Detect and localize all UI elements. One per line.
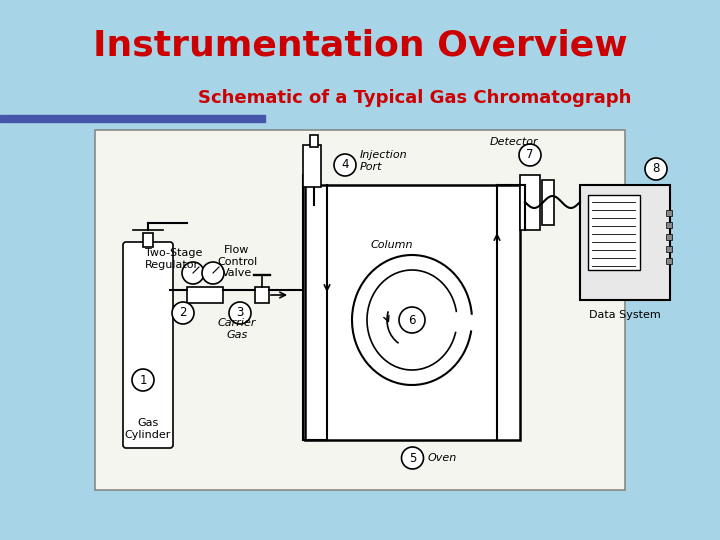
Circle shape [399,307,425,333]
Bar [580,185,670,300]
Bar [666,210,672,216]
Text: 7: 7 [526,148,534,161]
Bar [666,222,672,228]
Text: 4: 4 [341,159,348,172]
Text: Instrumentation Overview: Instrumentation Overview [93,28,627,62]
Bar [666,258,672,264]
Bar [143,233,153,247]
Text: Data System: Data System [589,310,661,320]
Text: Oven: Oven [428,453,456,463]
Text: Detector: Detector [490,137,539,147]
Text: Injection
Port: Injection Port [360,150,408,172]
Circle shape [172,302,194,324]
Bar [666,246,672,252]
Text: 8: 8 [652,163,660,176]
Text: 6: 6 [408,314,415,327]
Circle shape [229,302,251,324]
Circle shape [519,144,541,166]
Bar [542,180,554,225]
Bar [666,234,672,240]
Bar [95,130,625,490]
Bar [520,175,540,230]
Bar [310,135,318,147]
Text: Column: Column [371,240,413,250]
Circle shape [402,447,423,469]
Circle shape [334,154,356,176]
Text: Schematic of a Typical Gas Chromatograph: Schematic of a Typical Gas Chromatograph [198,89,631,107]
Circle shape [202,262,224,284]
Bar [0,115,265,122]
Text: 2: 2 [179,307,186,320]
FancyBboxPatch shape [123,242,173,448]
Text: 3: 3 [236,307,243,320]
Text: Flow
Control
Valve: Flow Control Valve [217,245,257,278]
Text: Carrier
Gas: Carrier Gas [217,318,256,340]
Text: 5: 5 [409,451,416,464]
Bar [255,287,269,303]
Circle shape [182,262,204,284]
Circle shape [132,369,154,391]
Bar [303,145,321,187]
Text: Gas
Cylinder: Gas Cylinder [125,418,171,440]
Text: Two-Stage
Regulator: Two-Stage Regulator [145,248,202,269]
Bar [588,195,640,270]
Circle shape [645,158,667,180]
Text: 1: 1 [139,374,147,387]
Bar [187,287,223,303]
Bar [305,185,520,440]
